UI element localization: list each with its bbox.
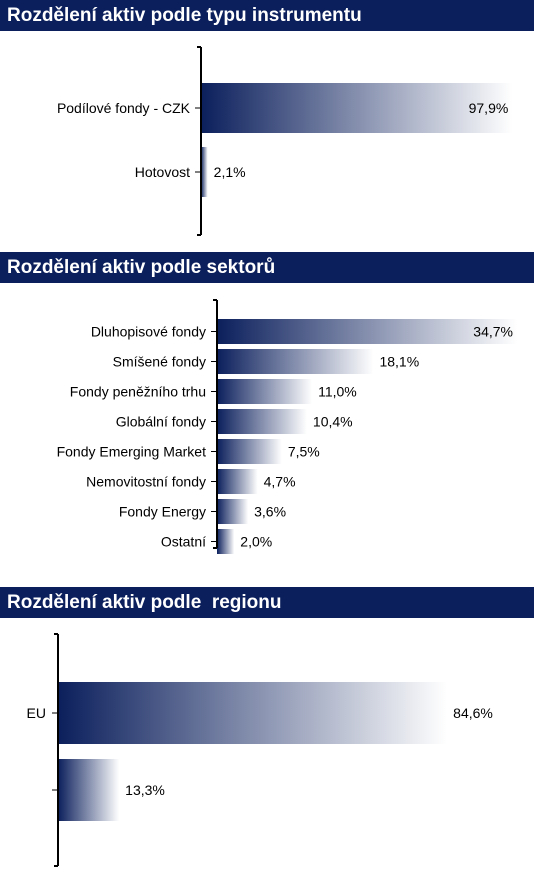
- chart-1-title: Rozdělení aktiv podle typu instrumentu: [0, 0, 534, 31]
- bar: [217, 319, 517, 344]
- bar: [217, 409, 307, 434]
- bar: [217, 529, 235, 554]
- chart-instrument-type: Podílové fondy - CZK 97,9% Hotovost 2,1%: [57, 46, 513, 236]
- value-label: 4,7%: [264, 474, 296, 490]
- value-label: 84,6%: [453, 705, 493, 721]
- category-label: Hotovost: [135, 164, 190, 180]
- value-label: 34,7%: [473, 324, 513, 340]
- value-label: 18,1%: [379, 354, 419, 370]
- chart-sectors: Dluhopisové fondy 34,7% Smíšené fondy 18,1%…: [57, 299, 517, 554]
- bar: [217, 439, 282, 464]
- bar: [217, 379, 313, 404]
- category-label: Fondy Energy: [119, 504, 206, 520]
- value-label: 3,6%: [254, 504, 286, 520]
- chart-2-title: Rozdělení aktiv podle sektorů: [0, 252, 534, 283]
- category-label: Fondy Emerging Market: [57, 444, 207, 460]
- category-label: Fondy peněžního trhu: [70, 384, 206, 400]
- bar: [217, 499, 249, 524]
- bar: [201, 147, 208, 197]
- value-label: 13,3%: [125, 782, 165, 798]
- category-label: Globální fondy: [116, 414, 206, 430]
- bar: [217, 349, 374, 374]
- category-label: Nemovitostní fondy: [86, 474, 206, 490]
- bar: [58, 682, 448, 744]
- category-label: EU: [27, 705, 46, 721]
- value-label: 97,9%: [469, 100, 509, 116]
- bar: [217, 469, 258, 494]
- category-label: Smíšené fondy: [113, 354, 206, 370]
- category-label: Ostatní: [161, 534, 206, 550]
- value-label: 2,1%: [214, 164, 246, 180]
- chart-3-title: Rozdělení aktiv podle regionu: [0, 587, 534, 618]
- value-label: 2,0%: [240, 534, 272, 550]
- value-label: 11,0%: [318, 384, 357, 400]
- value-label: 10,4%: [313, 414, 353, 430]
- bar: [58, 759, 120, 821]
- chart-regions: EU 84,6% 13,3%: [27, 633, 493, 867]
- bar: [201, 83, 513, 133]
- category-label: Dluhopisové fondy: [91, 324, 206, 340]
- category-label: Podílové fondy - CZK: [57, 100, 191, 116]
- value-label: 7,5%: [288, 444, 320, 460]
